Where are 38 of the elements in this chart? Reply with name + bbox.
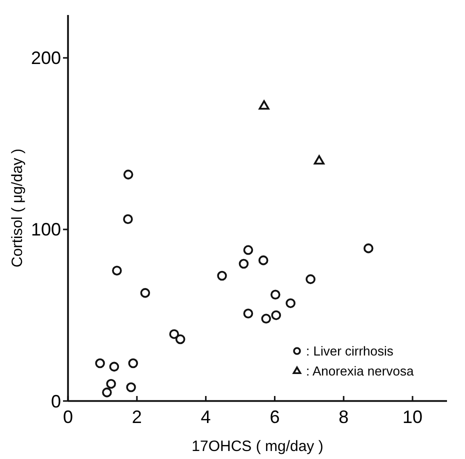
point (270, 290, 280, 300)
legend-label: : Anorexia nervosa (306, 364, 414, 379)
point (271, 310, 282, 320)
point (123, 170, 134, 180)
point (109, 362, 120, 372)
x-tick-label: 4 (200, 407, 211, 427)
point (128, 358, 138, 368)
x-tick-label: 2 (132, 407, 142, 427)
point (169, 329, 180, 339)
point (243, 308, 254, 318)
point (106, 378, 116, 389)
x-tick-label: 8 (338, 407, 349, 427)
x-tick-label: 6 (270, 407, 280, 427)
y-tick-label: 200 (30, 48, 61, 68)
point (261, 314, 272, 324)
point (140, 288, 150, 298)
point (217, 270, 227, 281)
point (112, 266, 122, 276)
point (306, 274, 316, 284)
point (258, 255, 268, 266)
y-tick-label: 100 (30, 220, 61, 240)
legend-label: : Liver cirrhosis (306, 344, 394, 359)
point (314, 155, 324, 165)
x-tick-label: 0 (62, 407, 74, 427)
point (364, 243, 374, 254)
y-tick-label: 0 (50, 391, 61, 412)
y-axis-title: Cortisol ( μg/day ) (9, 148, 26, 268)
point (175, 334, 186, 344)
point (243, 245, 254, 255)
x-axis-title: 17OHCS ( mg/day ) (192, 438, 324, 455)
point (286, 298, 296, 308)
point (258, 100, 270, 110)
point (238, 258, 249, 269)
point (123, 214, 133, 224)
x-tick-label: 10 (402, 407, 423, 427)
point (95, 358, 105, 368)
point (102, 388, 112, 398)
point (126, 382, 136, 392)
